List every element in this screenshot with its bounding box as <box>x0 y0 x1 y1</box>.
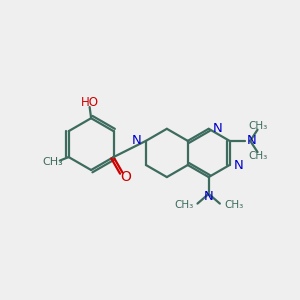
Text: N: N <box>234 158 244 172</box>
Text: CH₃: CH₃ <box>224 200 243 210</box>
Text: CH₃: CH₃ <box>42 158 63 167</box>
Text: O: O <box>121 170 131 184</box>
Text: CH₃: CH₃ <box>249 151 268 161</box>
Text: N: N <box>213 122 223 135</box>
Text: HO: HO <box>81 96 99 110</box>
Text: N: N <box>204 190 214 203</box>
Text: CH₃: CH₃ <box>249 121 268 130</box>
Text: CH₃: CH₃ <box>174 200 194 210</box>
Text: N: N <box>247 134 257 147</box>
Text: N: N <box>132 134 142 147</box>
